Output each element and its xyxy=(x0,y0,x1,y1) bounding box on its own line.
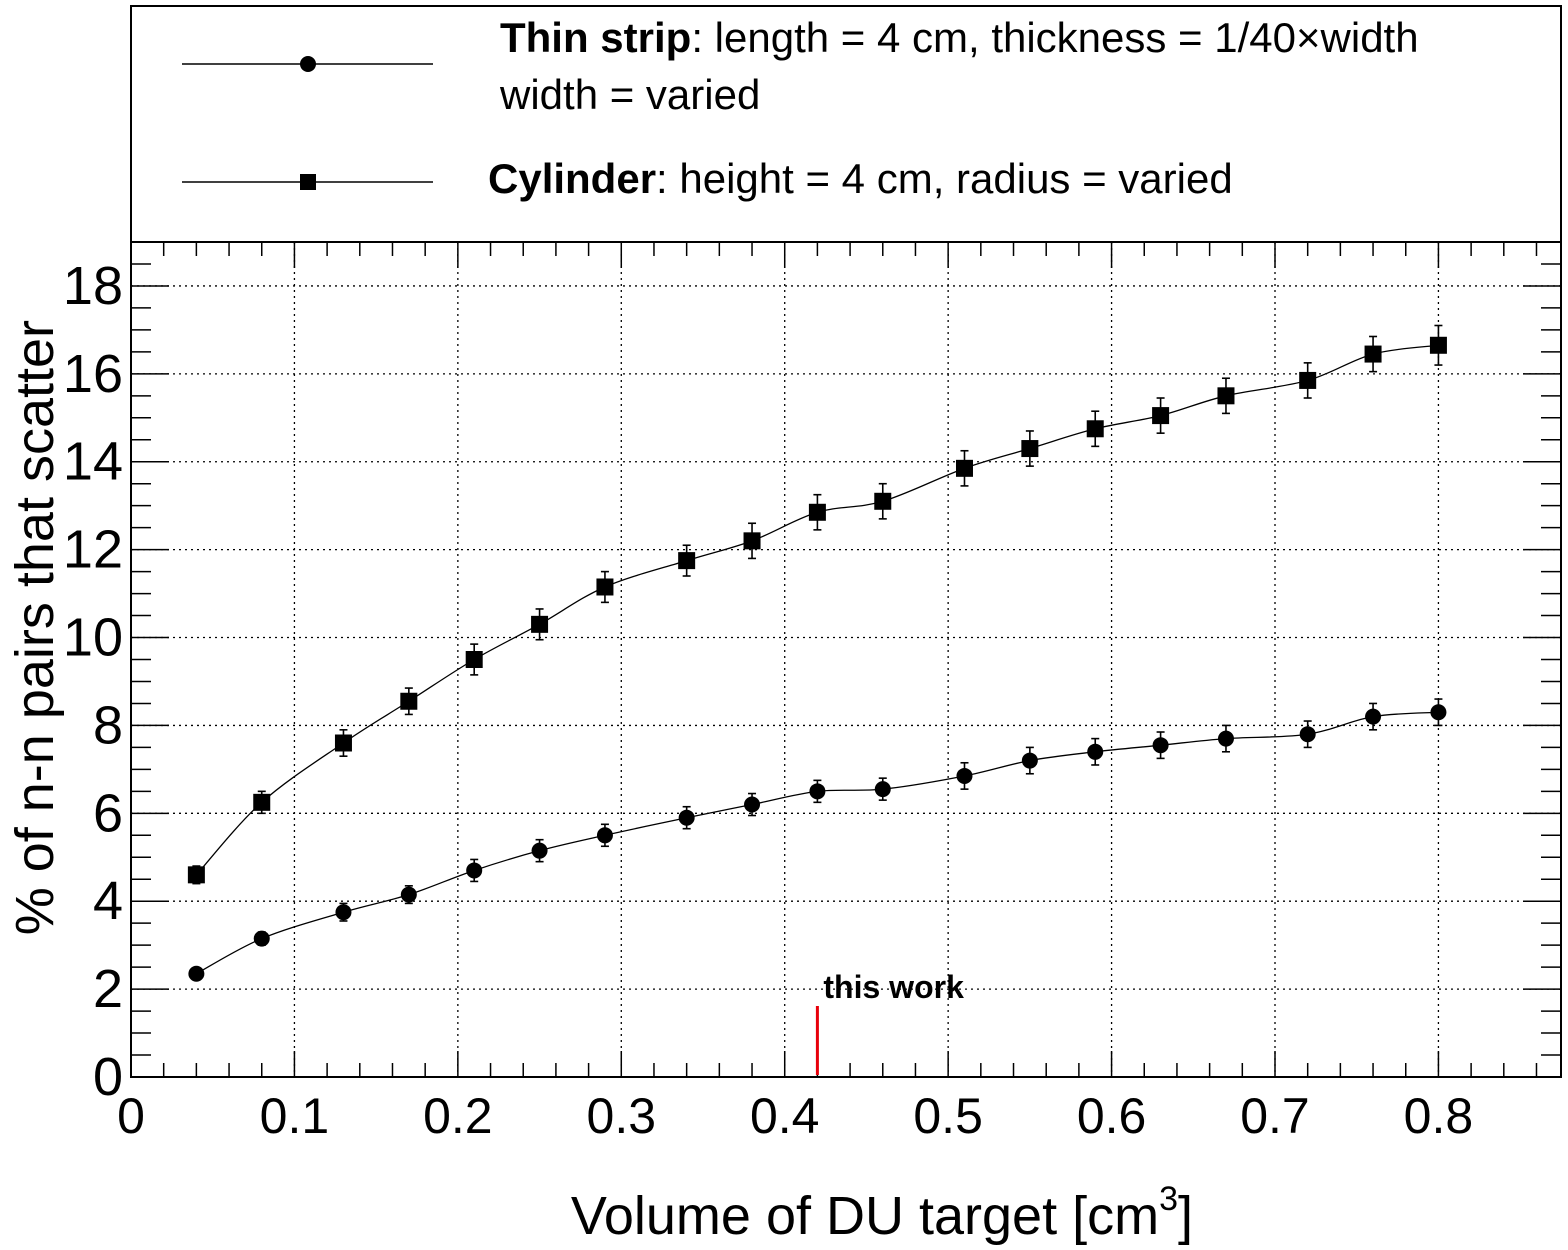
data-point xyxy=(1364,345,1382,363)
y-tick-label: 16 xyxy=(63,344,123,404)
x-axis-title-main: Volume of DU target [cm xyxy=(571,1186,1159,1246)
x-tick-label: 0.6 xyxy=(1077,1088,1147,1144)
data-point xyxy=(678,809,695,826)
data-point xyxy=(956,767,973,784)
data-point xyxy=(253,930,270,947)
y-tick-label: 14 xyxy=(63,432,123,492)
y-tick-label: 10 xyxy=(63,608,123,668)
data-point xyxy=(187,866,205,884)
data-point xyxy=(874,492,892,510)
x-tick-label: 0.5 xyxy=(913,1088,983,1144)
legend-bold-cylinder: Cylinder xyxy=(488,155,656,202)
legend-box xyxy=(130,5,1562,243)
data-point xyxy=(400,692,418,710)
y-tick-label: 2 xyxy=(93,959,123,1019)
data-point xyxy=(400,886,417,903)
y-axis-title: % of n-n pairs that scatter xyxy=(5,320,65,935)
data-point xyxy=(188,965,205,982)
data-point xyxy=(465,651,483,668)
legend: Thin strip: length = 4 cm, thickness = 1… xyxy=(130,5,1562,243)
data-point xyxy=(1299,371,1317,389)
y-tick-label: 8 xyxy=(93,695,123,755)
data-point xyxy=(596,827,613,844)
data-point xyxy=(466,862,483,879)
x-axis-title-superscript: 3 xyxy=(1159,1180,1178,1218)
data-point xyxy=(531,615,549,633)
data-point xyxy=(1365,708,1382,725)
y-tick-label: 6 xyxy=(93,783,123,843)
data-point xyxy=(808,503,826,521)
data-point xyxy=(1299,726,1316,743)
y-tick-label: 12 xyxy=(63,520,123,580)
data-point xyxy=(1217,730,1234,747)
data-point xyxy=(1087,743,1104,760)
series-cylinder xyxy=(187,324,1447,885)
legend-desc-cylinder: : height = 4 cm, radius = varied xyxy=(656,155,1233,202)
x-tick-label: 0 xyxy=(117,1088,145,1144)
x-tick-label: 0.8 xyxy=(1404,1088,1474,1144)
legend-desc-thin-strip: : length = 4 cm, thickness = 1/40×width xyxy=(691,14,1418,61)
data-point xyxy=(678,552,696,570)
series-layer xyxy=(187,324,1447,982)
axis-ticks: 0 0.1 0.2 0.3 0.4 0.5 0.6 0.7 0.8 0 2 4 6 8 10 12 14 16 18 xyxy=(63,241,1561,1144)
data-point xyxy=(1152,407,1170,425)
data-point xyxy=(531,842,548,859)
data-point xyxy=(955,459,973,477)
legend-bold-thin-strip: Thin strip xyxy=(500,14,691,61)
x-axis-title-end: ] xyxy=(1178,1186,1193,1246)
data-point xyxy=(334,734,352,752)
y-tick-label: 18 xyxy=(63,256,123,316)
data-point xyxy=(809,783,826,800)
x-tick-label: 0.3 xyxy=(587,1088,657,1144)
data-point xyxy=(335,904,352,921)
data-point xyxy=(1429,336,1447,354)
data-point xyxy=(1021,440,1039,458)
legend-text-thin-strip: Thin strip: length = 4 cm, thickness = 1… xyxy=(500,14,1419,61)
this-work-label: this work xyxy=(823,969,964,1005)
x-tick-label: 0.1 xyxy=(260,1088,330,1144)
data-point xyxy=(596,578,614,596)
data-point xyxy=(744,796,761,813)
data-point xyxy=(1217,387,1235,405)
data-point xyxy=(253,793,271,811)
x-tick-label: 0.2 xyxy=(423,1088,493,1144)
x-tick-label: 0.4 xyxy=(750,1088,820,1144)
data-point xyxy=(1430,704,1447,721)
grid xyxy=(131,242,1561,1077)
data-point xyxy=(1152,737,1169,754)
data-point xyxy=(874,781,891,798)
data-point xyxy=(1086,420,1104,438)
legend-marker-circle xyxy=(300,56,316,72)
data-point xyxy=(1021,752,1038,769)
legend-marker-square xyxy=(300,174,316,190)
series-thin-strip xyxy=(188,698,1447,982)
data-point xyxy=(743,532,761,550)
legend-text-cylinder: Cylinder: height = 4 cm, radius = varied xyxy=(488,155,1233,202)
x-tick-label: 0.7 xyxy=(1240,1088,1310,1144)
y-tick-label: 4 xyxy=(93,871,123,931)
legend-text-thin-strip-line2: width = varied xyxy=(499,71,760,118)
y-tick-label: 0 xyxy=(93,1047,123,1107)
x-axis-title: Volume of DU target [cm3] xyxy=(571,1180,1193,1246)
